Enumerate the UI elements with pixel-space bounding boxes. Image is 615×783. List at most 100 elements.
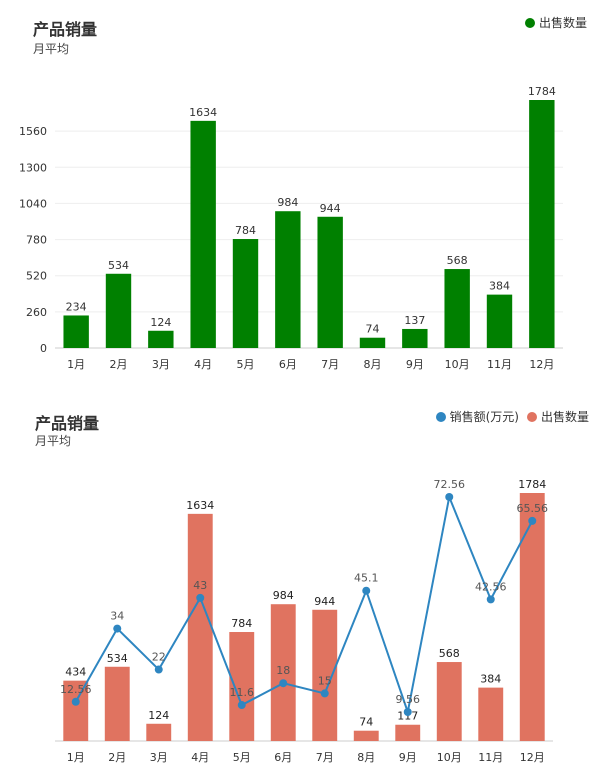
bar bbox=[478, 687, 504, 741]
legend-item-sales-qty[interactable]: 出售数量 bbox=[526, 408, 589, 425]
x-tick-label: 3月 bbox=[152, 358, 170, 371]
y-tick-label: 1300 bbox=[19, 161, 47, 174]
bar bbox=[395, 724, 421, 741]
data-label: 124 bbox=[150, 316, 171, 329]
legend-dot-icon bbox=[524, 17, 535, 28]
x-tick-label: 6月 bbox=[274, 751, 292, 764]
bar bbox=[436, 662, 462, 741]
x-tick-label: 12月 bbox=[529, 358, 554, 371]
x-tick-label: 7月 bbox=[316, 751, 334, 764]
x-tick-label: 6月 bbox=[279, 358, 297, 371]
line-data-label: 72.56 bbox=[434, 478, 466, 491]
bar bbox=[317, 216, 343, 348]
line-point bbox=[486, 595, 495, 604]
x-tick-label: 7月 bbox=[321, 358, 339, 371]
line-data-label: 9.56 bbox=[396, 693, 421, 706]
chart-2: 产品销量 月平均 销售额(万元) 出售数量 434 1月 534 2月 124 3月 163… bbox=[0, 392, 615, 783]
bar bbox=[359, 337, 386, 348]
bar bbox=[353, 730, 379, 741]
bar-data-label: 1634 bbox=[186, 499, 214, 512]
line-data-label: 45.1 bbox=[354, 572, 379, 585]
bar bbox=[63, 680, 89, 741]
x-tick-label: 9月 bbox=[399, 751, 417, 764]
legend-label: 销售额(万元) bbox=[449, 410, 519, 424]
legend-item-revenue[interactable]: 销售额(万元) bbox=[435, 408, 519, 425]
legend-label: 出售数量 bbox=[540, 410, 589, 424]
bar-data-label: 74 bbox=[359, 716, 373, 729]
bar-data-label: 784 bbox=[231, 617, 252, 630]
bar-data-label: 944 bbox=[314, 595, 335, 608]
line-point bbox=[362, 586, 371, 595]
line-data-label: 34 bbox=[110, 610, 124, 623]
x-tick-label: 2月 bbox=[110, 358, 128, 371]
data-label: 568 bbox=[447, 254, 468, 267]
data-label: 1784 bbox=[528, 85, 556, 98]
y-tick-label: 780 bbox=[26, 234, 47, 247]
line-data-label: 65.56 bbox=[517, 502, 549, 515]
line-point bbox=[154, 665, 163, 674]
line-data-label: 12.56 bbox=[60, 683, 92, 696]
x-tick-label: 5月 bbox=[237, 358, 255, 371]
x-tick-label: 11月 bbox=[478, 751, 503, 764]
bar bbox=[232, 239, 259, 348]
line-data-label: 15 bbox=[318, 674, 332, 687]
chart-1-legend[interactable]: 出售数量 bbox=[517, 14, 587, 31]
revenue-line bbox=[74, 493, 534, 716]
line-point bbox=[237, 701, 246, 710]
x-tick-label: 3月 bbox=[150, 751, 168, 764]
legend-dot-icon bbox=[435, 411, 446, 422]
bar bbox=[519, 493, 545, 741]
chart-1-plot: 0 260 520 780 1040 1300 1560 234 1月 534 2月 124 3月 163… bbox=[19, 85, 563, 371]
line-point bbox=[528, 516, 537, 525]
bar bbox=[63, 315, 89, 348]
bar-data-label: 568 bbox=[439, 647, 460, 660]
bar bbox=[105, 273, 132, 348]
x-tick-label: 1月 bbox=[67, 751, 85, 764]
line-data-label: 18 bbox=[276, 664, 290, 677]
y-tick-label: 0 bbox=[40, 342, 47, 355]
bar bbox=[104, 666, 130, 741]
data-label: 1634 bbox=[189, 106, 217, 119]
bar-data-label: 117 bbox=[397, 710, 418, 723]
y-tick-label: 260 bbox=[26, 306, 47, 319]
x-tick-label: 4月 bbox=[191, 751, 209, 764]
bar bbox=[402, 328, 428, 348]
x-tick-label: 10月 bbox=[437, 751, 462, 764]
bar-data-label: 534 bbox=[107, 652, 128, 665]
chart-1-subtitle: 月平均 bbox=[33, 42, 70, 56]
chart-2-legend[interactable]: 销售额(万元) 出售数量 bbox=[428, 408, 589, 425]
y-tick-label: 1040 bbox=[19, 197, 47, 210]
bar bbox=[529, 100, 555, 348]
bar bbox=[270, 604, 296, 741]
line-point bbox=[445, 493, 454, 501]
line-data-label: 11.6 bbox=[230, 686, 255, 699]
chart-1-title: 产品销量 bbox=[33, 20, 98, 39]
x-tick-label: 1月 bbox=[67, 358, 85, 371]
x-tick-label: 11月 bbox=[487, 358, 512, 371]
line-point bbox=[320, 689, 329, 698]
x-tick-label: 8月 bbox=[357, 751, 375, 764]
bar-data-label: 984 bbox=[273, 589, 294, 602]
bar bbox=[148, 330, 174, 348]
x-tick-label: 10月 bbox=[445, 358, 470, 371]
x-tick-label: 8月 bbox=[364, 358, 382, 371]
bar-data-label: 434 bbox=[65, 666, 86, 679]
line-data-label: 22 bbox=[152, 651, 166, 664]
legend-label: 出售数量 bbox=[538, 16, 587, 30]
bar bbox=[486, 294, 513, 348]
chart-2-subtitle: 月平均 bbox=[35, 434, 72, 448]
chart-2-plot: 434 1月 534 2月 124 3月 1634 4月 784 5月 984 6月 944 7月 74 8月… bbox=[55, 478, 553, 764]
x-tick-label: 2月 bbox=[108, 751, 126, 764]
x-tick-label: 12月 bbox=[520, 751, 545, 764]
data-label: 984 bbox=[277, 196, 298, 209]
line-data-label: 42.56 bbox=[475, 580, 507, 593]
legend-dot-icon bbox=[526, 411, 537, 422]
bar bbox=[275, 211, 301, 348]
x-tick-label: 9月 bbox=[406, 358, 424, 371]
bar-data-label: 1784 bbox=[518, 478, 546, 491]
legend-item-sales-qty[interactable]: 出售数量 bbox=[524, 14, 587, 31]
y-tick-label: 1560 bbox=[19, 125, 47, 138]
bar bbox=[229, 632, 255, 741]
line-point bbox=[279, 679, 288, 688]
x-tick-label: 4月 bbox=[194, 358, 212, 371]
